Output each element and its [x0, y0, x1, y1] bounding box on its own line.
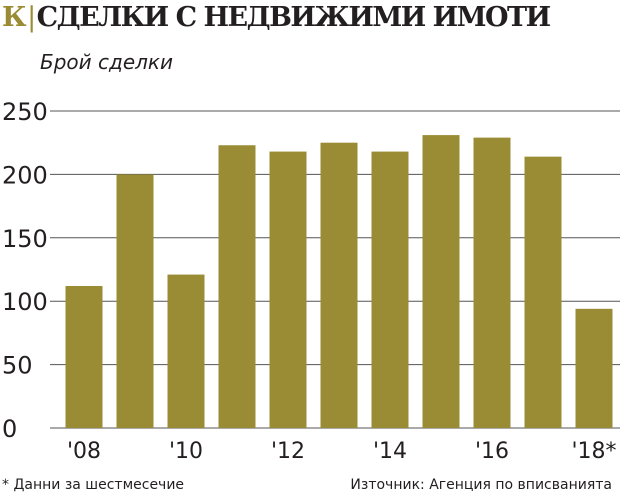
y-tick-label: 250 [2, 98, 48, 126]
bar-17 [524, 156, 562, 428]
bar-14 [371, 151, 409, 429]
x-tick-label: '16 [475, 439, 509, 464]
bar-13 [320, 142, 358, 428]
y-axis-label: Брой сделки [40, 50, 173, 74]
logo-k: К [2, 2, 27, 33]
x-tick-label: '08 [67, 439, 101, 464]
x-tick-label: '18* [571, 439, 616, 464]
bar-11 [218, 145, 256, 428]
y-tick-label: 0 [2, 415, 17, 443]
y-tick-label: 200 [2, 161, 48, 189]
chart-title: К|СДЕЛКИ С НЕДВИЖИМИ ИМОТИ [2, 2, 552, 33]
y-tick-label: 50 [2, 352, 33, 380]
x-tick-label: '12 [271, 439, 305, 464]
x-tick-label: '10 [169, 439, 203, 464]
bar-18 [575, 308, 613, 428]
bar-10 [167, 274, 205, 428]
y-tick-label: 100 [2, 288, 48, 316]
bar-15 [422, 135, 460, 429]
bar-12 [269, 151, 307, 429]
y-tick-label: 150 [2, 225, 48, 253]
footnote: * Данни за шестмесечие [2, 477, 185, 493]
source: Източник: Агенция по вписванията [350, 477, 612, 493]
x-tick-label: '14 [373, 439, 407, 464]
bar-09 [116, 174, 154, 428]
bar-16 [473, 137, 511, 429]
bar-08 [65, 285, 103, 428]
title-text: СДЕЛКИ С НЕДВИЖИМИ ИМОТИ [36, 2, 552, 33]
